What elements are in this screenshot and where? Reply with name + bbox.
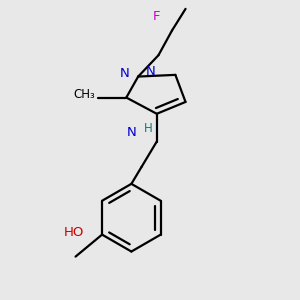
Text: N: N [126, 126, 136, 139]
Text: F: F [153, 11, 160, 23]
Text: CH₃: CH₃ [73, 88, 95, 100]
Text: N: N [146, 65, 156, 79]
Text: HO: HO [64, 226, 84, 239]
Text: H: H [143, 122, 152, 135]
Text: N: N [120, 67, 130, 80]
